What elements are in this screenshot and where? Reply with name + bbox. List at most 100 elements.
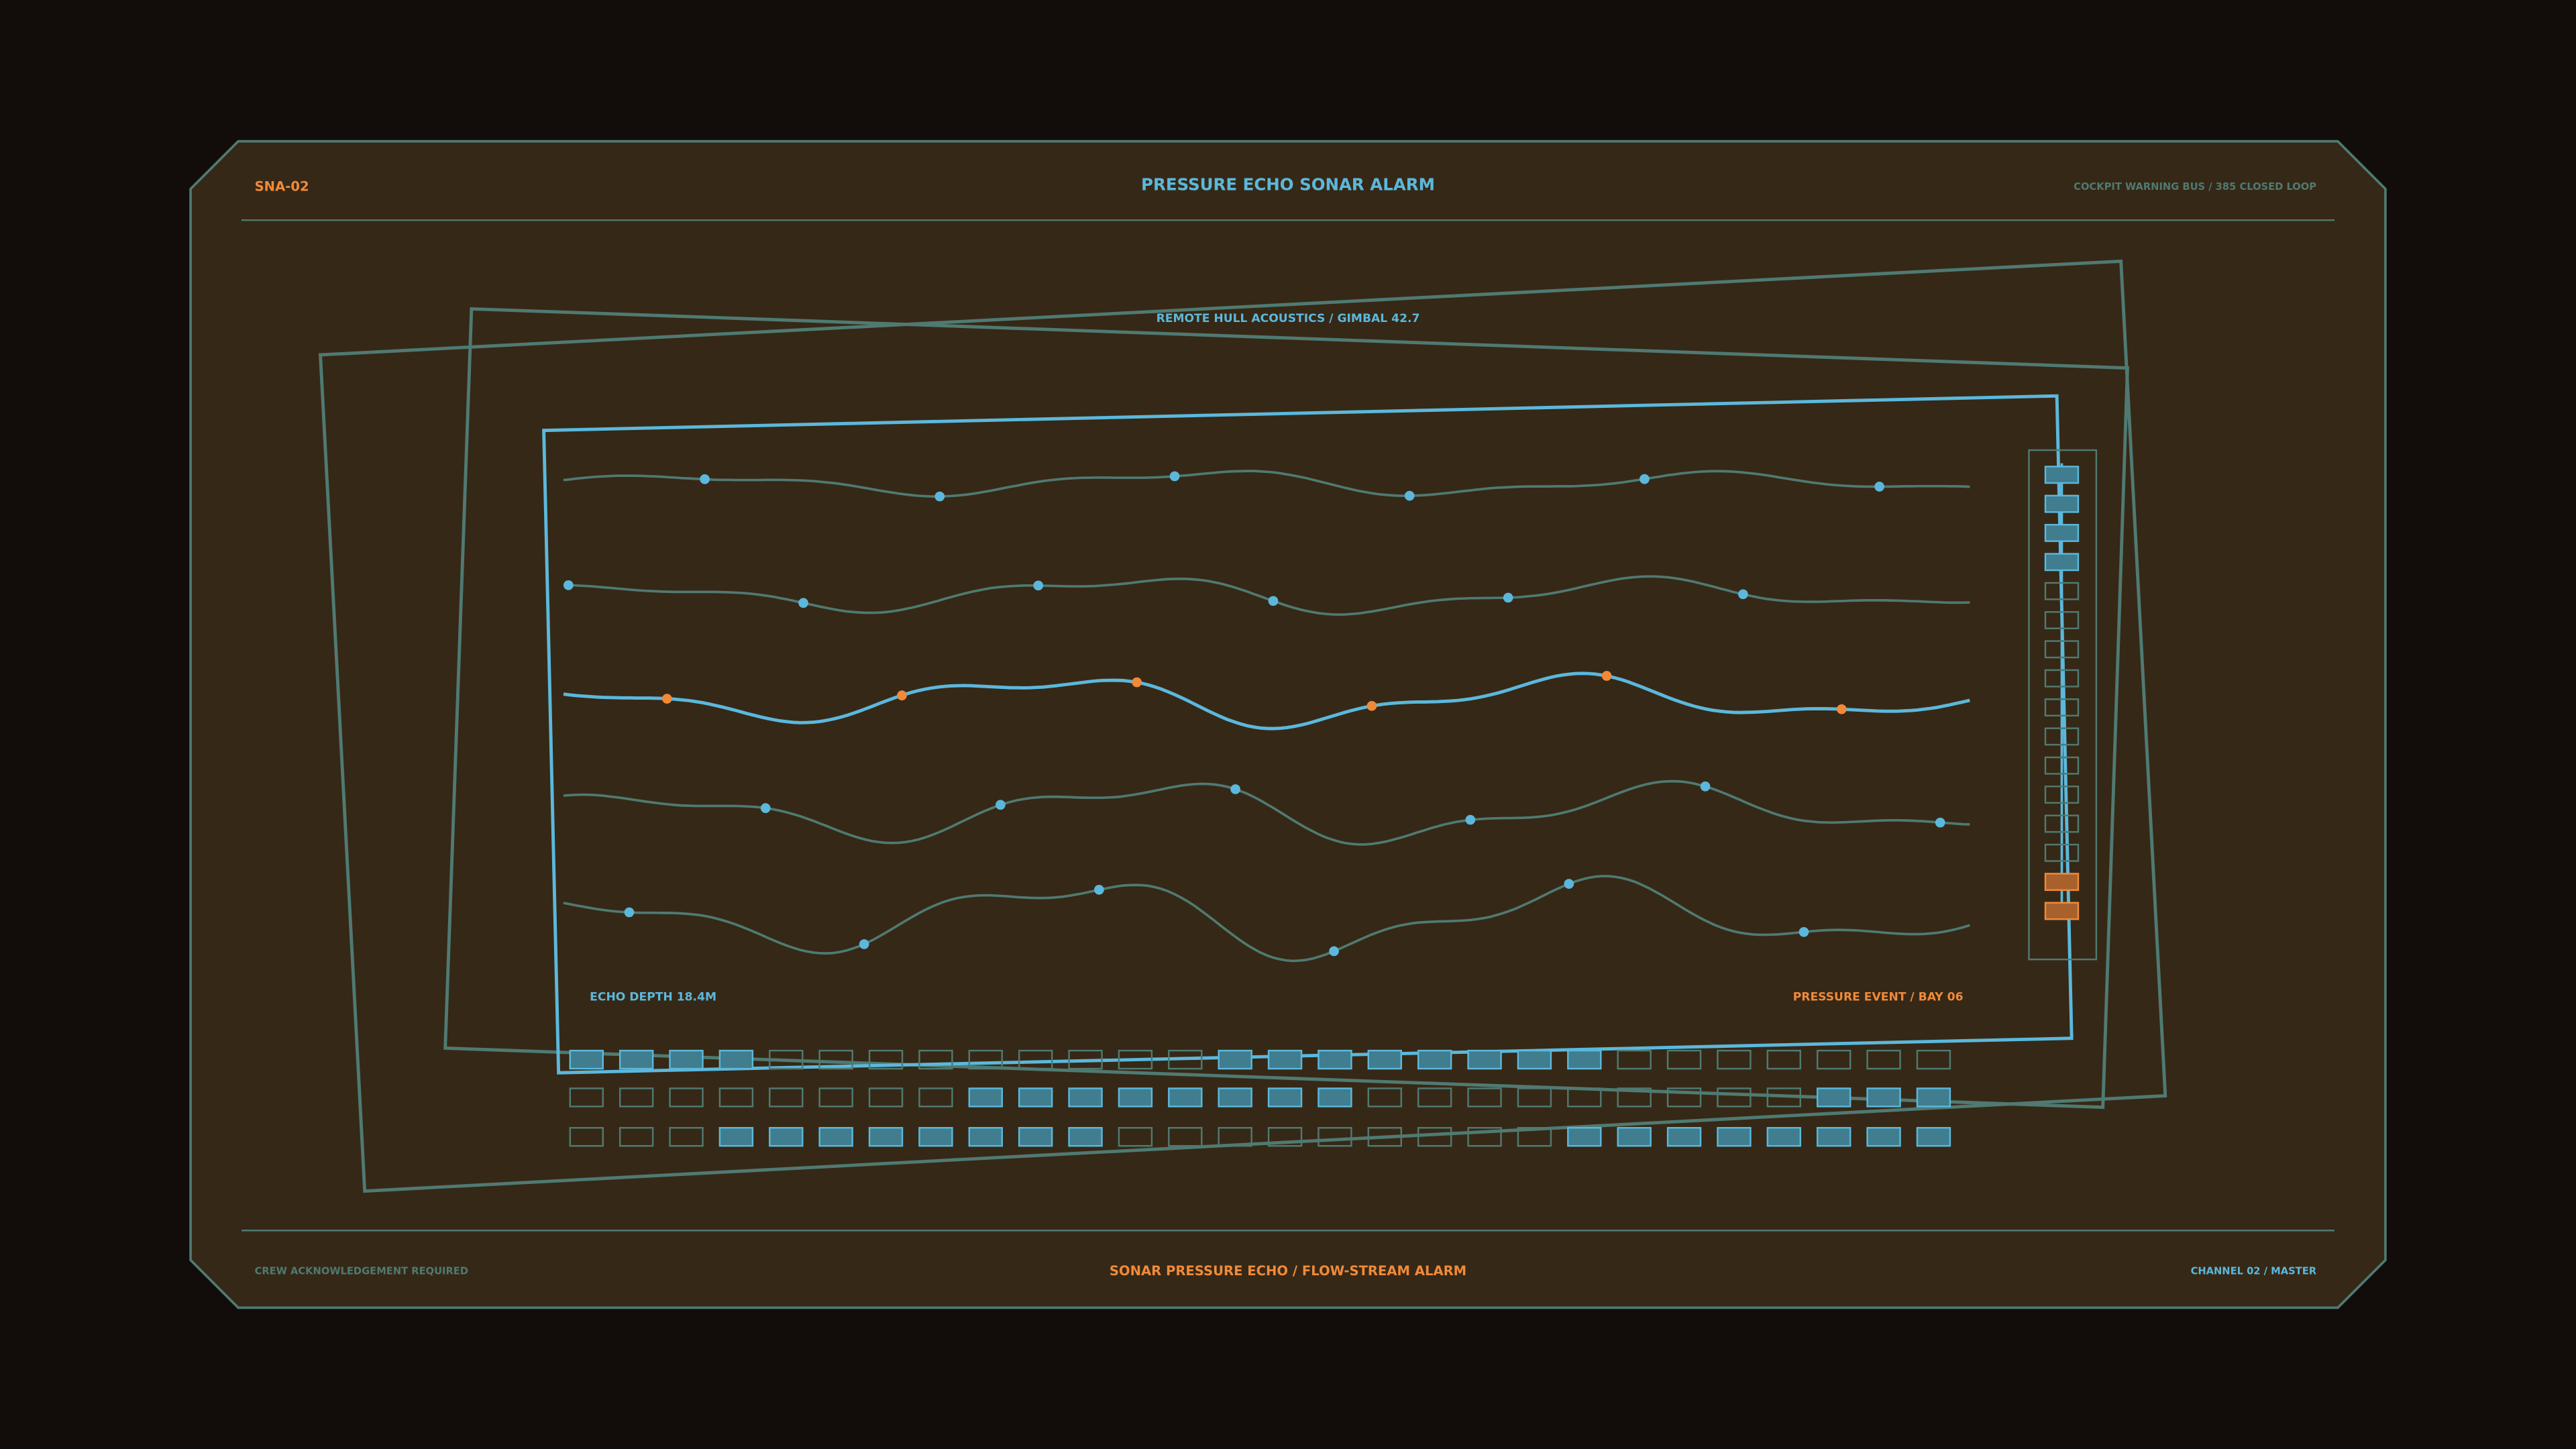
channel-cell bbox=[1666, 1087, 1702, 1108]
meter-cell bbox=[2044, 756, 2080, 775]
meter-cell bbox=[2044, 494, 2080, 513]
meter-cell bbox=[2044, 611, 2080, 629]
channel-cell bbox=[968, 1087, 1004, 1108]
meter-cell bbox=[2044, 523, 2080, 542]
echo-marker bbox=[1230, 784, 1240, 794]
channel-cell bbox=[818, 1127, 853, 1147]
echo-marker bbox=[1503, 592, 1513, 603]
channel-cell bbox=[1916, 1127, 1951, 1147]
channel-cell bbox=[1018, 1127, 1053, 1147]
channel-cell bbox=[818, 1087, 853, 1108]
channel-cell bbox=[1068, 1049, 1103, 1070]
echo-marker bbox=[1836, 704, 1847, 714]
channel-cell bbox=[1218, 1087, 1252, 1108]
channel-cell bbox=[1866, 1049, 1901, 1070]
channel-cell bbox=[1517, 1127, 1552, 1147]
channel-cell bbox=[1717, 1049, 1752, 1070]
echo-marker bbox=[1738, 589, 1748, 600]
echo-marker bbox=[798, 598, 808, 608]
waveform bbox=[563, 875, 1970, 963]
channel-cell bbox=[818, 1049, 853, 1070]
channel-cell bbox=[1218, 1049, 1252, 1070]
channel-cell bbox=[769, 1049, 804, 1070]
channel-cell bbox=[1267, 1087, 1303, 1108]
channel-cell bbox=[1068, 1087, 1103, 1108]
echo-marker bbox=[1366, 700, 1377, 711]
channel-cell bbox=[718, 1127, 754, 1147]
channel-cell bbox=[1417, 1049, 1452, 1070]
channel-cell bbox=[1617, 1087, 1652, 1108]
channel-cell bbox=[769, 1087, 804, 1108]
echo-marker bbox=[1033, 580, 1044, 591]
channel-cell bbox=[1018, 1049, 1053, 1070]
channel-cell bbox=[769, 1127, 804, 1147]
channel-cell bbox=[1517, 1049, 1552, 1070]
channel-cell bbox=[1267, 1049, 1303, 1070]
channel-cell bbox=[1717, 1087, 1752, 1108]
channel-cell bbox=[1766, 1127, 1802, 1147]
channel-cell bbox=[1617, 1127, 1652, 1147]
channel-cell bbox=[1467, 1087, 1502, 1108]
channel-cell bbox=[1816, 1049, 1851, 1070]
channel-cell bbox=[1816, 1087, 1851, 1108]
echo-marker bbox=[1268, 596, 1279, 606]
channel-cell bbox=[1866, 1087, 1901, 1108]
waveform bbox=[563, 575, 1970, 616]
channel-cell bbox=[1567, 1087, 1602, 1108]
channel-cell bbox=[569, 1087, 604, 1108]
channel-cell bbox=[718, 1087, 754, 1108]
echo-depth-label: ECHO DEPTH 18.4M bbox=[590, 991, 716, 1004]
title: PRESSURE ECHO SONAR ALARM bbox=[1141, 175, 1435, 195]
meter-cell bbox=[2044, 727, 2080, 746]
channel-cell bbox=[1467, 1127, 1502, 1147]
channel-cell bbox=[1666, 1049, 1702, 1070]
channel-cell bbox=[1318, 1087, 1352, 1108]
meter-cell bbox=[2044, 582, 2080, 600]
meter-cell bbox=[2044, 786, 2080, 804]
channel-cell bbox=[1168, 1127, 1203, 1147]
channel-cell bbox=[1367, 1127, 1403, 1147]
echo-marker bbox=[1601, 671, 1612, 681]
waveform bbox=[563, 672, 1970, 731]
channel-cell bbox=[1118, 1049, 1153, 1070]
channel-cell bbox=[669, 1049, 704, 1070]
echo-marker bbox=[1935, 817, 1945, 828]
echo-marker bbox=[661, 694, 672, 704]
channel-cell bbox=[1467, 1049, 1502, 1070]
channel-cell bbox=[1168, 1049, 1203, 1070]
level-meter bbox=[2028, 449, 2098, 961]
echo-marker bbox=[760, 803, 771, 813]
channel-cell bbox=[1367, 1049, 1403, 1070]
echo-marker bbox=[1465, 814, 1476, 825]
channel-cell bbox=[1417, 1127, 1452, 1147]
meter-cell bbox=[2044, 640, 2080, 659]
channel-cell bbox=[1866, 1127, 1901, 1147]
echo-marker bbox=[859, 939, 869, 949]
echo-marker bbox=[1094, 885, 1104, 895]
meter-cell bbox=[2044, 466, 2080, 484]
meter-cell bbox=[2044, 814, 2080, 833]
echo-marker bbox=[700, 474, 710, 484]
channel-cell bbox=[868, 1049, 904, 1070]
channel-cell bbox=[1318, 1127, 1352, 1147]
channel-cell bbox=[669, 1087, 704, 1108]
channel-cell bbox=[1318, 1049, 1352, 1070]
channel-cell bbox=[868, 1127, 904, 1147]
panel-id: SNA-02 bbox=[255, 179, 309, 195]
echo-marker bbox=[897, 690, 907, 700]
channel-cell bbox=[1517, 1087, 1552, 1108]
footer-left: CREW ACKNOWLEDGEMENT REQUIRED bbox=[255, 1266, 468, 1277]
channel-cell bbox=[1666, 1127, 1702, 1147]
echo-marker bbox=[1564, 879, 1574, 889]
waveform bbox=[563, 470, 1970, 498]
channel-cell bbox=[1816, 1127, 1851, 1147]
echo-marker bbox=[1132, 677, 1142, 688]
gimbal-frame-outer bbox=[318, 259, 2167, 1193]
waveform bbox=[563, 780, 1970, 846]
channel-cell bbox=[968, 1127, 1004, 1147]
channel-cell bbox=[1567, 1049, 1602, 1070]
echo-marker bbox=[1404, 490, 1415, 501]
meter-cell bbox=[2044, 902, 2080, 920]
